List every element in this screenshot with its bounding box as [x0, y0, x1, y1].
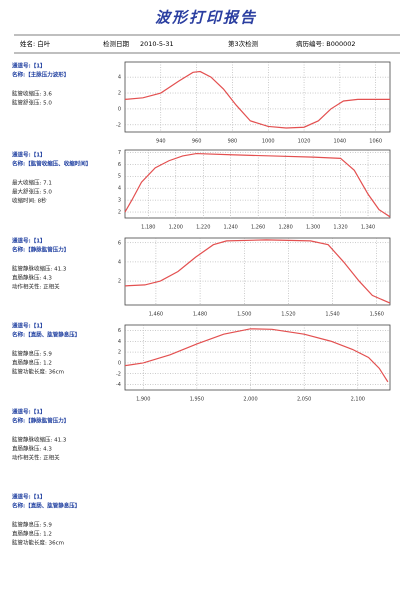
- x-tick-label: 940: [156, 139, 166, 145]
- measurement: 最大收缩压: 7.1: [12, 179, 52, 187]
- x-tick-label: 1,950: [190, 397, 204, 403]
- x-tick-label: 1060: [369, 139, 382, 145]
- x-tick-label: 1,320: [333, 225, 347, 231]
- x-tick-label: 1040: [333, 139, 346, 145]
- plot-frame: [124, 149, 391, 219]
- measurement: 收缩时间: 8秒: [12, 197, 47, 205]
- y-tick-label: 4: [118, 339, 121, 345]
- x-tick-label: 960: [192, 139, 202, 145]
- y-tick-label: 2: [118, 210, 121, 216]
- y-tick-label: 4: [118, 259, 121, 265]
- visit: 第3次检测: [228, 39, 259, 48]
- measurement: 肱管静息压: 5.9: [12, 350, 52, 358]
- x-tick-label: 1000: [262, 139, 275, 145]
- measurement: 直肠静息压: 1.2: [12, 359, 52, 367]
- plot-frame: [124, 237, 391, 306]
- y-tick-label: 4: [118, 75, 121, 81]
- series-line: [124, 328, 389, 383]
- measurement: 肱管收缩压: 3.6: [12, 90, 52, 98]
- y-tick-label: -4: [116, 382, 121, 388]
- x-tick-label: 1,340: [361, 225, 375, 231]
- y-tick-label: 2: [118, 350, 121, 356]
- panel-name: 名称:【直肠、肱管静息压】: [12, 502, 80, 510]
- y-tick-label: 2: [118, 279, 121, 285]
- channel: 通道号:【1】: [12, 151, 46, 159]
- patient-name: 姓名: 白叶: [20, 39, 51, 48]
- panel-name: 名称:【静脉肱管压力】: [12, 246, 69, 254]
- y-tick-label: -2: [116, 371, 121, 377]
- x-tick-label: 1,540: [325, 312, 339, 318]
- measurement: 肱管功能长度: 36cm: [12, 368, 64, 376]
- plot-frame: [124, 324, 391, 391]
- x-tick-label: 2,100: [351, 397, 365, 403]
- measurement: 直肠静息压: 1.2: [12, 530, 52, 538]
- x-tick-label: 1,560: [370, 312, 384, 318]
- panel-name: 名称:【肱管收缩压、收缩时间】: [12, 160, 91, 168]
- plot-frame: [124, 61, 391, 133]
- measurement: 肱管静息压: 5.9: [12, 521, 52, 529]
- y-tick-label: 2: [118, 91, 121, 97]
- record-number: 病历编号: B000002: [296, 39, 356, 48]
- measurement: 直肠静脉压: 4.3: [12, 274, 52, 282]
- y-tick-label: -2: [116, 122, 121, 128]
- x-tick-label: 1,200: [169, 225, 183, 231]
- panel-name: 名称:【主脉压力波形】: [12, 71, 69, 79]
- y-tick-label: 5: [118, 174, 121, 180]
- y-tick-label: 6: [118, 328, 121, 334]
- channel: 通道号:【1】: [12, 408, 46, 416]
- x-tick-label: 1,520: [281, 312, 295, 318]
- measurement: 最大舒张压: 5.0: [12, 188, 52, 196]
- series-line: [124, 152, 391, 218]
- x-tick-label: 1,500: [237, 312, 251, 318]
- series-line: [124, 239, 391, 304]
- measurement: 肱管静脉收缩压: 41.3: [12, 436, 67, 444]
- channel: 通道号:【1】: [12, 62, 46, 70]
- x-tick-label: 1020: [298, 139, 311, 145]
- x-tick-label: 2,000: [243, 397, 257, 403]
- measurement: 动作相关性: 正相关: [12, 454, 60, 462]
- x-tick-label: 1,220: [196, 225, 210, 231]
- x-tick-label: 1,900: [136, 397, 150, 403]
- x-tick-label: 2,050: [297, 397, 311, 403]
- y-tick-label: 7: [118, 150, 121, 156]
- x-tick-label: 1,460: [149, 312, 163, 318]
- measurement: 动作相关性: 正相关: [12, 283, 60, 291]
- measurement: 直肠静脉压: 4.3: [12, 445, 52, 453]
- y-tick-label: 4: [118, 186, 121, 192]
- date-label: 检测日期: [103, 39, 130, 48]
- x-tick-label: 980: [228, 139, 238, 145]
- channel: 通道号:【1】: [12, 237, 46, 245]
- measurement: 肱管功能长度: 36cm: [12, 539, 64, 547]
- x-tick-label: 1,260: [251, 225, 265, 231]
- y-tick-label: 6: [118, 240, 121, 246]
- report-title: 波形打印报告: [155, 9, 257, 27]
- y-tick-label: 3: [118, 198, 121, 204]
- y-tick-label: 6: [118, 162, 121, 168]
- channel: 通道号:【1】: [12, 322, 46, 330]
- measurement: 肱管舒张压: 5.0: [12, 99, 52, 107]
- y-tick-label: 0: [118, 106, 121, 112]
- x-tick-label: 1,300: [306, 225, 320, 231]
- channel: 通道号:【1】: [12, 493, 46, 501]
- measurement: 肱管静脉收缩压: 41.3: [12, 265, 67, 273]
- x-tick-label: 1,240: [224, 225, 238, 231]
- series-line: [124, 70, 390, 129]
- panel-name: 名称:【直肠、肱管静息压】: [12, 331, 80, 339]
- panel-name: 名称:【静脉肱管压力】: [12, 417, 69, 425]
- x-tick-label: 1,180: [141, 225, 155, 231]
- y-tick-label: 0: [118, 360, 121, 366]
- x-tick-label: 1,480: [193, 312, 207, 318]
- x-tick-label: 1,280: [278, 225, 292, 231]
- date: 2010-5-31: [140, 40, 174, 48]
